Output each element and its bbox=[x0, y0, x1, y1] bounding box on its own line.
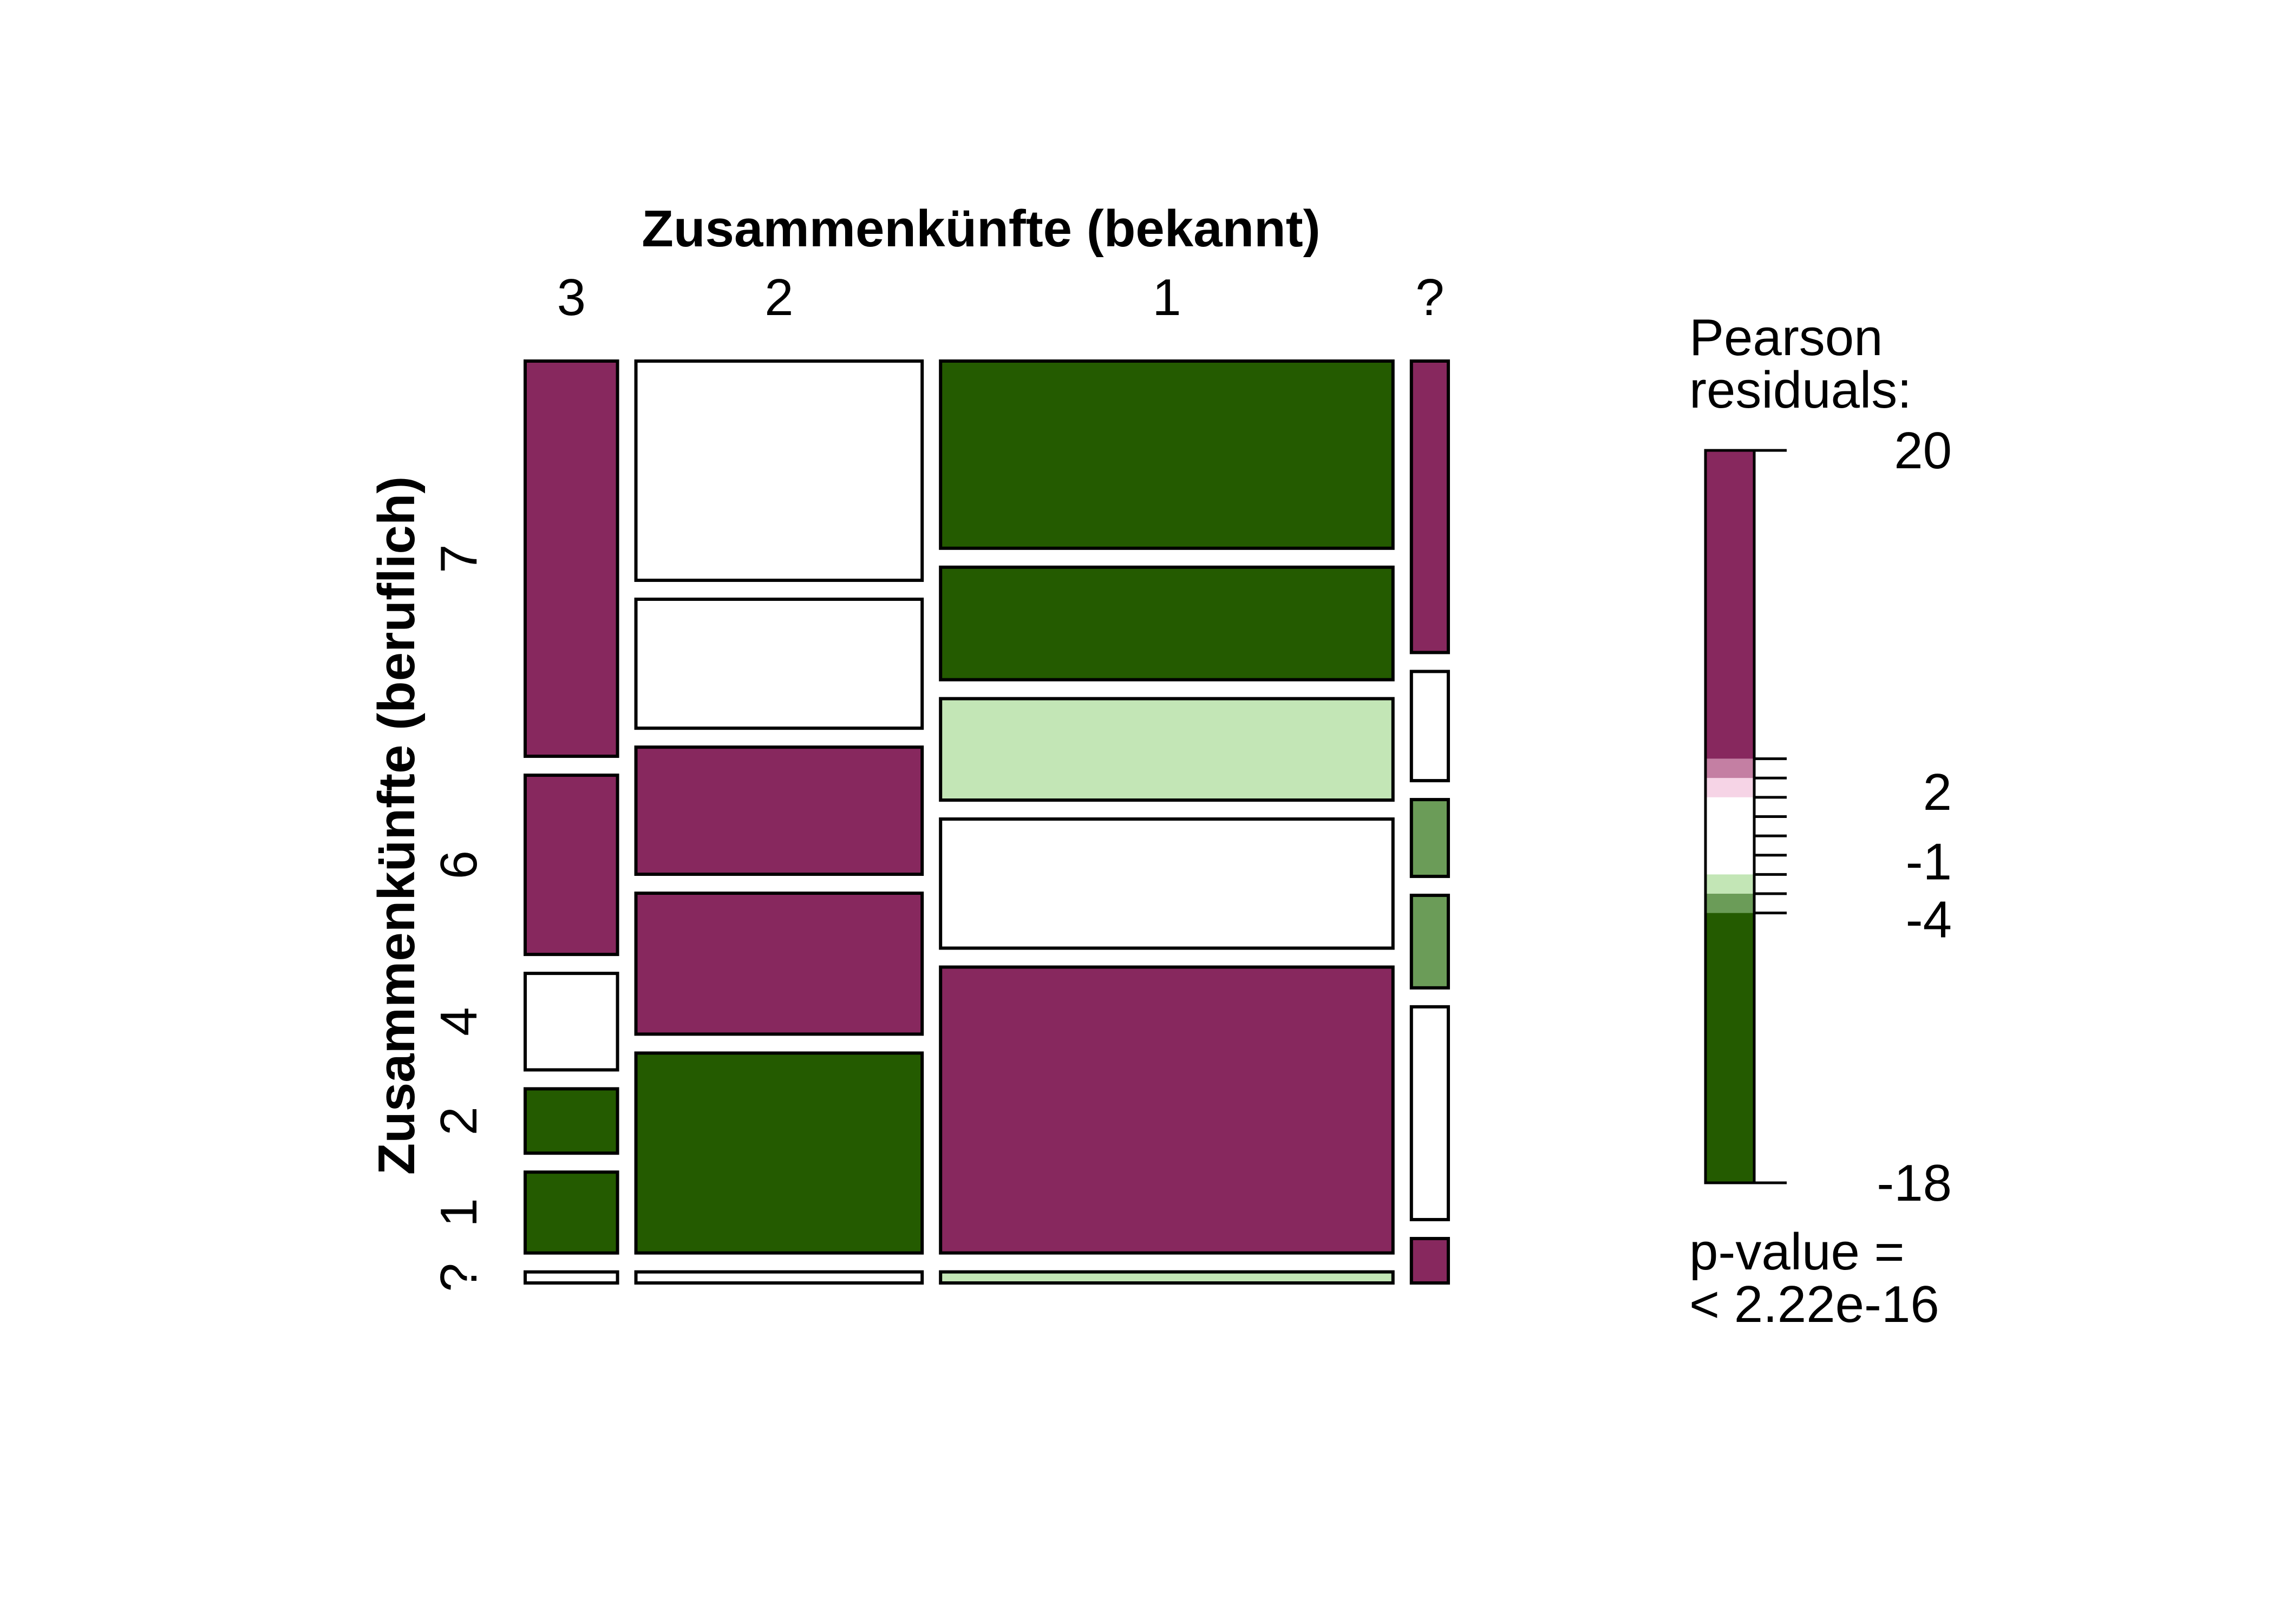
mosaic-tile-2-7 bbox=[634, 359, 924, 582]
x-tick-label: 2 bbox=[764, 269, 793, 326]
mosaic-tile-1-4 bbox=[939, 697, 1395, 802]
legend-band bbox=[1706, 758, 1754, 778]
legend-colorbar bbox=[1704, 449, 1756, 1184]
mosaic-tile-1-na bbox=[939, 1270, 1395, 1285]
mosaic-tile-na-na bbox=[1409, 1236, 1450, 1285]
mosaic-tile-2-1 bbox=[634, 1051, 924, 1255]
legend-tick-label: -18 bbox=[1877, 1154, 1952, 1212]
legend-tick-label: 2 bbox=[1923, 763, 1952, 821]
legend-band bbox=[1706, 913, 1754, 1183]
legend: Pearson residuals: 202-1-4-18 p-value = … bbox=[1689, 309, 1952, 1333]
pvalue-line1: p-value = bbox=[1689, 1223, 1905, 1281]
mosaic-tile-na-6 bbox=[1409, 670, 1450, 783]
mosaic-tile-na-7 bbox=[1409, 359, 1450, 654]
mosaic-tile-2-na bbox=[634, 1270, 924, 1285]
mosaic-tile-1-6 bbox=[939, 565, 1395, 682]
mosaic-tile-na-2 bbox=[1409, 893, 1450, 990]
mosaic-tile-3-2 bbox=[524, 1087, 619, 1155]
x-tick-labels: 3 2 1? bbox=[557, 269, 1445, 326]
y-tick-label: ? bbox=[430, 1263, 488, 1292]
legend-tick-label: -4 bbox=[1906, 891, 1952, 949]
legend-ticks: 20 2 -1-4 -18 bbox=[1754, 422, 1952, 1212]
y-tick-label: 2 bbox=[430, 1106, 488, 1135]
y-tick-label: 1 bbox=[430, 1198, 488, 1227]
y-tick-labels: 7 6 4 2 1? bbox=[430, 544, 488, 1292]
mosaic-tile-1-7 bbox=[939, 359, 1395, 550]
mosaic-tile-na-4 bbox=[1409, 798, 1450, 878]
mosaic-tiles bbox=[524, 359, 1450, 1285]
pvalue-line2: < 2.22e-16 bbox=[1689, 1275, 1939, 1333]
x-axis-title: Zusammenkünfte (bekannt) bbox=[642, 200, 1320, 258]
mosaic-tile-2-2 bbox=[634, 892, 924, 1036]
x-tick-label: 3 bbox=[557, 269, 586, 326]
x-tick-label: ? bbox=[1415, 269, 1444, 326]
y-axis-title: Zusammenkünfte (beruflich) bbox=[368, 476, 426, 1175]
legend-band bbox=[1706, 450, 1754, 759]
mosaic-tile-3-4 bbox=[524, 972, 619, 1072]
legend-band bbox=[1706, 778, 1754, 797]
legend-band bbox=[1706, 893, 1754, 913]
legend-tick-label: 20 bbox=[1894, 422, 1952, 480]
mosaic-tile-2-4 bbox=[634, 745, 924, 876]
y-tick-label: 6 bbox=[430, 850, 488, 879]
y-tick-label: 7 bbox=[430, 544, 488, 573]
legend-tick-label: -1 bbox=[1906, 833, 1952, 891]
legend-band bbox=[1706, 874, 1754, 894]
legend-title-line2: residuals: bbox=[1689, 361, 1912, 419]
mosaic-tile-1-1 bbox=[939, 965, 1395, 1255]
mosaic-tile-3-na bbox=[524, 1270, 619, 1285]
mosaic-tile-2-6 bbox=[634, 597, 924, 730]
mosaic-tile-na-1 bbox=[1409, 1005, 1450, 1221]
mosaic-tile-3-7 bbox=[524, 359, 619, 758]
mosaic-tile-3-1 bbox=[524, 1170, 619, 1255]
mosaic-tile-3-6 bbox=[524, 774, 619, 957]
y-tick-label: 4 bbox=[430, 1007, 488, 1036]
legend-band bbox=[1706, 797, 1754, 875]
x-tick-label: 1 bbox=[1152, 269, 1181, 326]
mosaic-tile-1-2 bbox=[939, 817, 1395, 950]
legend-title-line1: Pearson bbox=[1689, 309, 1883, 366]
